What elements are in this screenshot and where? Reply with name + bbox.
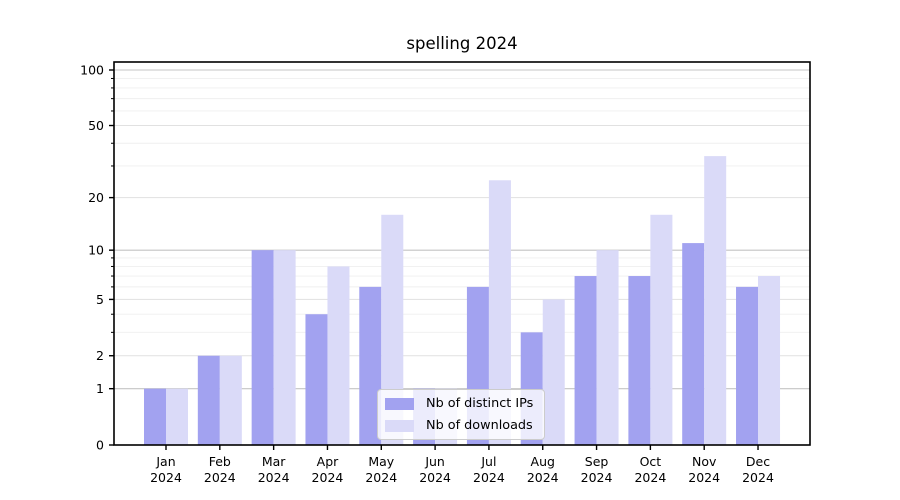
x-tick-label-month: Oct: [640, 454, 662, 469]
x-tick-label-year: 2024: [688, 470, 720, 485]
x-tick-label-year: 2024: [419, 470, 451, 485]
legend-label-downloads: Nb of downloads: [426, 418, 533, 433]
x-tick-label-month: Jul: [480, 454, 496, 469]
chart-legend: Nb of distinct IPs Nb of downloads: [377, 389, 546, 440]
bar-distinct-ips: [736, 286, 759, 445]
legend-label-distinct-ips: Nb of distinct IPs: [426, 396, 534, 411]
chart-title: spelling 2024: [406, 34, 518, 53]
x-tick-label-month: Aug: [531, 454, 555, 469]
x-tick-label-year: 2024: [527, 470, 559, 485]
x-tick-label-year: 2024: [204, 470, 236, 485]
bar-downloads: [381, 214, 404, 445]
ips-series-swatch-icon: [385, 397, 414, 410]
x-tick-label-month: Apr: [317, 454, 339, 469]
x-tick-label-month: Mar: [262, 454, 286, 469]
bar-distinct-ips: [305, 314, 328, 445]
y-tick-label: 10: [88, 243, 104, 258]
y-tick-label: 20: [88, 190, 104, 205]
bar-downloads: [273, 250, 296, 445]
y-tick-label: 2: [96, 348, 104, 363]
legend-row-downloads: Nb of downloads: [385, 418, 533, 433]
x-tick-label-month: Sep: [585, 454, 609, 469]
bar-downloads: [488, 180, 511, 445]
x-tick-label-month: Nov: [692, 454, 717, 469]
bar-downloads: [542, 299, 565, 445]
bar-downloads: [704, 156, 727, 445]
y-tick-label: 50: [88, 118, 104, 133]
downloads-series-swatch-icon: [385, 419, 414, 432]
bar-downloads: [166, 388, 188, 445]
x-tick-label-year: 2024: [258, 470, 290, 485]
y-tick-label: 100: [80, 62, 104, 77]
x-tick-label-year: 2024: [581, 470, 613, 485]
bar-distinct-ips: [574, 276, 597, 445]
bar-distinct-ips: [197, 355, 220, 445]
x-tick-label-year: 2024: [634, 470, 666, 485]
bar-downloads: [650, 214, 673, 445]
bar-downloads: [219, 355, 242, 445]
y-tick-label: 1: [96, 381, 104, 396]
bar-downloads: [327, 266, 350, 445]
x-tick-label-month: Feb: [209, 454, 231, 469]
bar-distinct-ips: [251, 250, 274, 445]
x-tick-label-month: Jun: [424, 454, 445, 469]
x-tick-label-month: Dec: [746, 454, 770, 469]
x-tick-label-year: 2024: [742, 470, 774, 485]
legend-row-distinct-ips: Nb of distinct IPs: [385, 396, 533, 411]
x-tick-label-year: 2024: [150, 470, 182, 485]
bar-downloads: [758, 276, 781, 445]
bar-downloads: [596, 250, 619, 445]
x-tick-label-month: May: [368, 454, 394, 469]
x-tick-label-year: 2024: [312, 470, 344, 485]
y-tick-label: 0: [96, 437, 104, 452]
x-tick-label-year: 2024: [365, 470, 397, 485]
x-tick-label-year: 2024: [473, 470, 505, 485]
bar-distinct-ips: [144, 388, 166, 445]
plot-frame: [113, 61, 811, 446]
bar-distinct-ips: [359, 286, 382, 445]
x-tick-label-month: Jan: [155, 454, 175, 469]
y-tick-label: 5: [96, 292, 104, 307]
bar-distinct-ips: [682, 243, 705, 445]
bar-distinct-ips: [628, 276, 651, 445]
